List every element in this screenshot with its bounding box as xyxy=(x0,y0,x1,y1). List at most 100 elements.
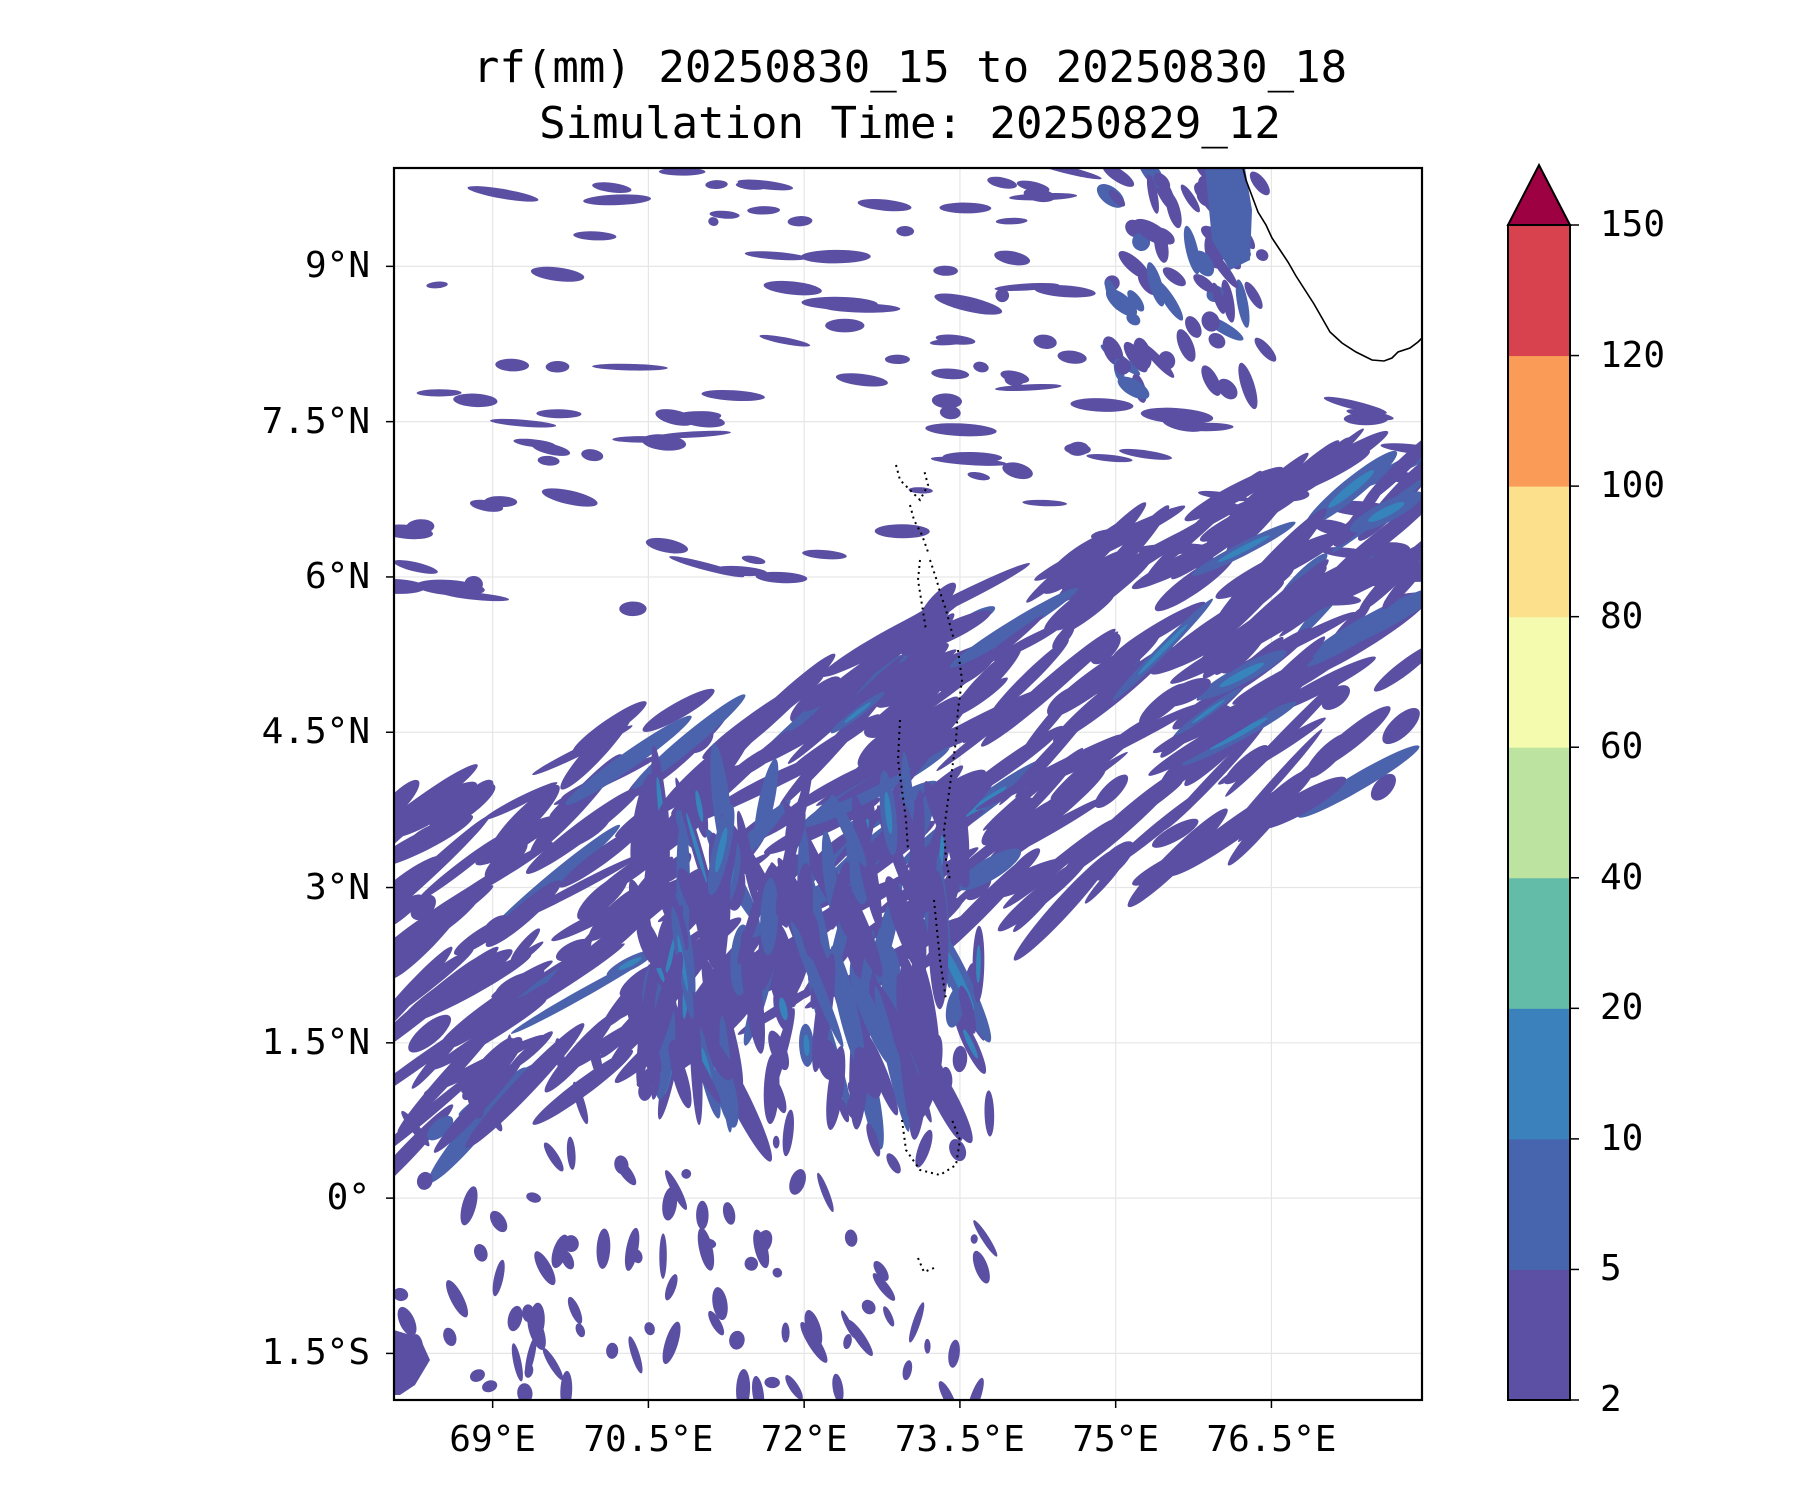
rain-cell xyxy=(484,496,518,508)
rain-cell xyxy=(962,1028,978,1059)
colorbar-extend-arrow xyxy=(1506,162,1572,226)
rain-cell xyxy=(471,941,544,994)
rain-cell xyxy=(510,928,541,962)
rain-cell xyxy=(1256,440,1340,515)
rain-cell xyxy=(940,1066,953,1091)
rain-cell xyxy=(1146,174,1159,214)
rain-cell xyxy=(573,231,617,241)
rain-cell xyxy=(985,769,1106,867)
rain-cell xyxy=(924,1338,931,1354)
rain-cell xyxy=(936,692,1035,771)
rain-cell xyxy=(754,758,779,847)
rain-cell xyxy=(636,951,659,1088)
rain-cell xyxy=(1002,462,1033,480)
rain-cell xyxy=(651,1070,661,1100)
rain-cell xyxy=(394,948,474,1042)
rain-cell xyxy=(790,921,844,1048)
rain-cell xyxy=(489,1210,508,1233)
rain-cell xyxy=(460,1186,478,1226)
rain-cell xyxy=(729,1330,745,1350)
rain-cell xyxy=(1370,773,1396,801)
rain-cell xyxy=(592,363,668,371)
rain-cell xyxy=(736,810,758,906)
colorbar-segment xyxy=(1508,747,1570,879)
rain-cell xyxy=(628,1336,643,1374)
rain-cell xyxy=(668,1040,684,1065)
rain-cell xyxy=(453,779,494,821)
rain-cell xyxy=(999,690,1108,806)
rain-cell xyxy=(401,1110,430,1147)
rain-cell xyxy=(645,537,689,554)
rain-cell xyxy=(850,972,896,1069)
rain-cell xyxy=(875,675,947,743)
rain-cell xyxy=(537,455,560,466)
lon-tick-label: 76.5°E xyxy=(1206,1419,1337,1460)
rain-cell xyxy=(507,1305,523,1332)
rain-cell xyxy=(416,1171,433,1190)
map-title-line2: Simulation Time: 20250829_12 xyxy=(539,98,1281,149)
rain-cell xyxy=(931,393,963,409)
rain-cell xyxy=(1255,249,1269,261)
lon-tick-label: 70.5°E xyxy=(583,1419,714,1460)
rain-cell xyxy=(662,1187,678,1221)
rain-cell xyxy=(995,383,1062,391)
rain-cell xyxy=(861,1299,876,1315)
rain-cell xyxy=(789,1169,806,1195)
lat-tick-label: 6°N xyxy=(304,555,370,597)
rain-cell xyxy=(542,1347,564,1381)
rain-cell xyxy=(1276,548,1407,618)
colorbar-level-label: 20 xyxy=(1600,987,1644,1029)
rain-cell xyxy=(534,1251,556,1286)
rain-cell xyxy=(567,1296,583,1324)
rain-cell xyxy=(696,1200,709,1230)
rain-cell xyxy=(1137,624,1188,676)
lat-tick-label: 3°N xyxy=(304,866,370,908)
rain-cell xyxy=(764,1376,780,1389)
colorbar-level-label: 5 xyxy=(1600,1248,1622,1290)
rain-cell xyxy=(1193,250,1215,277)
rain-cell xyxy=(935,334,976,345)
rain-cell xyxy=(1362,426,1422,505)
rain-cell xyxy=(575,1323,586,1338)
rain-cell xyxy=(1001,885,1063,930)
rain-cell xyxy=(686,812,708,884)
rain-cell xyxy=(846,1094,863,1119)
rain-cell xyxy=(826,1045,846,1130)
rain-cell xyxy=(643,802,669,922)
rain-cell xyxy=(1217,378,1238,400)
rain-cell xyxy=(1382,556,1422,610)
rain-cell xyxy=(947,830,970,888)
rain-cell xyxy=(581,449,604,462)
rain-cell xyxy=(394,1063,488,1166)
rain-cell xyxy=(583,194,651,206)
rain-cell xyxy=(847,1081,863,1101)
rain-cell xyxy=(908,487,933,494)
rain-cell xyxy=(801,908,820,960)
rain-cell xyxy=(483,782,558,821)
rain-cell xyxy=(902,1360,913,1381)
rain-cell xyxy=(1303,437,1351,492)
rain-cell xyxy=(1221,279,1235,323)
rain-cell xyxy=(1119,448,1172,460)
rain-cell xyxy=(903,613,955,667)
rain-cell xyxy=(847,1319,873,1357)
rain-cell xyxy=(1179,422,1234,432)
rain-cell xyxy=(884,354,910,365)
rain-cell xyxy=(664,1274,678,1301)
rain-cell xyxy=(1368,501,1405,523)
rain-cell xyxy=(1276,638,1368,699)
rain-cell xyxy=(1013,849,1116,961)
colorbar-level-label: 100 xyxy=(1600,465,1666,507)
rain-cell xyxy=(543,1142,564,1172)
lat-tick-label: 0° xyxy=(326,1177,370,1219)
rain-cell xyxy=(592,182,632,194)
rain-cell xyxy=(852,794,882,929)
rain-cell xyxy=(785,1374,803,1400)
rain-cell xyxy=(835,874,883,978)
rain-cell xyxy=(697,1227,715,1271)
rain-cell xyxy=(829,861,850,930)
rain-cell xyxy=(939,405,961,420)
rain-cell xyxy=(1313,706,1391,770)
rain-cell xyxy=(844,1229,858,1247)
